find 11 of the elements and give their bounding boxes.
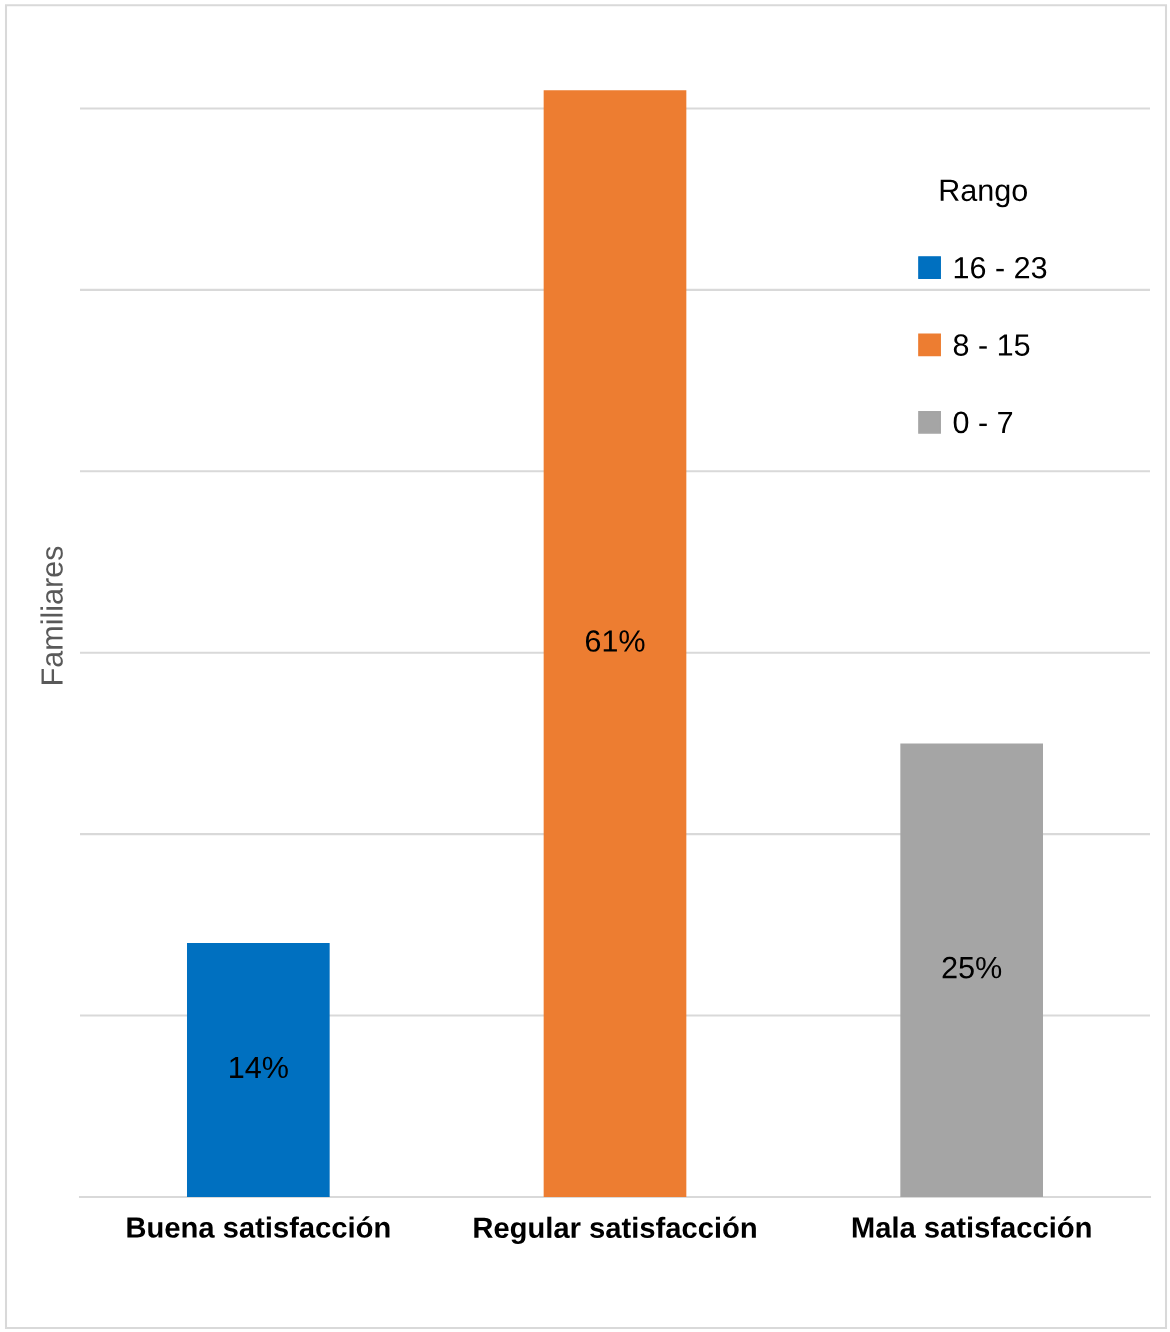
legend-label: 8 - 15 bbox=[953, 334, 1030, 356]
legend-label: 0 - 7 bbox=[953, 411, 1013, 434]
x-tick-label: Regular satisfacción bbox=[474, 1216, 756, 1245]
x-tick-label: Buena satisfacción bbox=[127, 1216, 390, 1238]
x-tick-label: Mala satisfacción bbox=[852, 1216, 1091, 1238]
data-label: 25% bbox=[942, 956, 1002, 979]
data-label: 61% bbox=[585, 630, 645, 652]
legend-title: Rango bbox=[940, 179, 1027, 208]
y-axis-title: Familiares bbox=[40, 546, 63, 684]
legend-label: 16 - 23 bbox=[954, 256, 1047, 279]
data-label: 14% bbox=[230, 1056, 288, 1079]
